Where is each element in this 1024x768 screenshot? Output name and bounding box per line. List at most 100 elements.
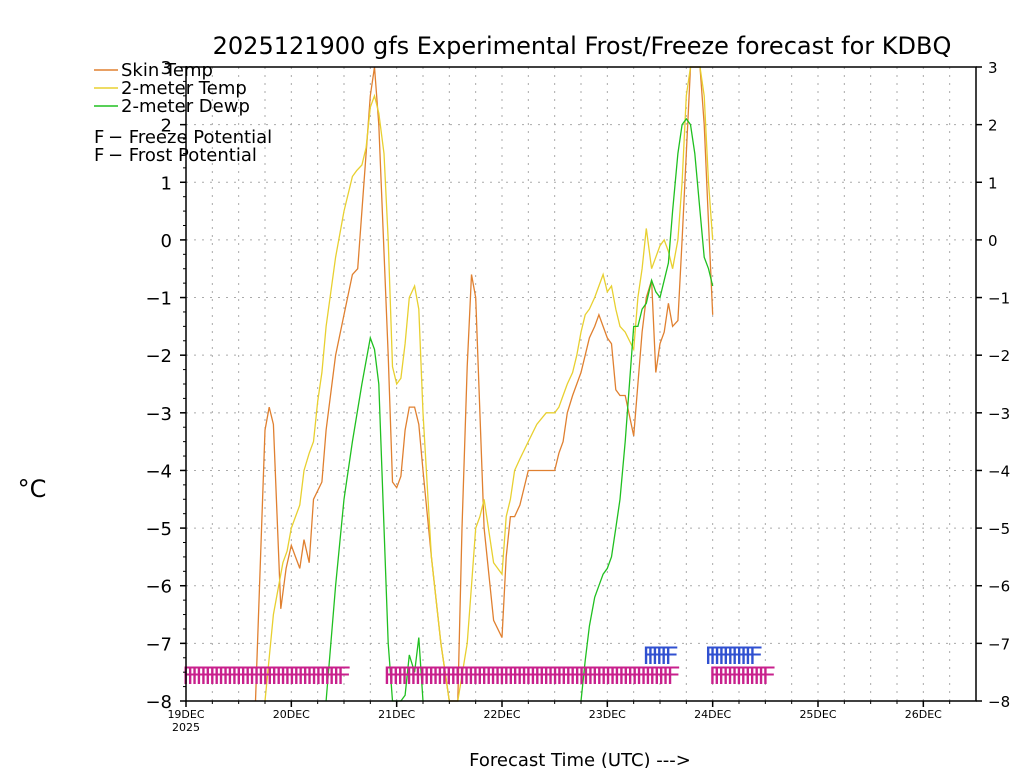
frost-potential-mark: F (655, 642, 669, 670)
freeze-potential-mark: F (292, 662, 306, 690)
frost-potential-mark: F (744, 642, 758, 670)
freeze-potential-mark: F (226, 662, 240, 690)
freeze-potential-mark: F (476, 662, 490, 690)
freeze-potential-mark: F (463, 662, 477, 690)
y-tick-label-right: 2 (988, 117, 998, 135)
freeze-potential-mark: F (275, 662, 289, 690)
freeze-potential-mark: F (396, 662, 410, 690)
freeze-potential-mark: F (270, 662, 284, 690)
y-tick-label-left: 1 (161, 173, 172, 194)
x-tick-label: 24DEC (694, 708, 731, 721)
freeze-potential-mark: F (640, 662, 654, 690)
plot-frame (185, 66, 977, 702)
freeze-potential-mark: F (392, 662, 406, 690)
freeze-potential-mark: F (573, 662, 587, 690)
frost-potential-mark: F (735, 642, 749, 670)
y-tick-label-left: −5 (145, 519, 172, 540)
grid-lines (186, 67, 976, 701)
freeze-potential-mark: F (666, 662, 680, 690)
x-tick-label: 21DEC (378, 708, 415, 721)
freeze-potential-mark: F (323, 662, 337, 690)
x-axis: 19DEC 20DEC 21DEC 22DEC 23DEC 24DEC 25DEC 26DEC… (167, 701, 951, 734)
legend-marker-symbol: F (94, 145, 104, 166)
frost-potential-mark: F (660, 642, 674, 670)
frost-potential-mark: F (722, 642, 736, 670)
frost-potential-mark: F (713, 642, 727, 670)
legend-marker-symbol: F (94, 127, 104, 148)
freeze-potential-mark: F (613, 662, 627, 690)
freeze-potential-mark: F (440, 662, 454, 690)
freeze-potential-mark: F (315, 662, 329, 690)
frost-potential-mark: F (664, 642, 678, 670)
legend-marker-label: − Frost Potential (108, 145, 257, 166)
freeze-potential-mark: F (332, 662, 346, 690)
freeze-potential-mark: F (726, 662, 740, 690)
y-tick-label-right: 3 (988, 59, 998, 77)
freeze-potential-mark: F (582, 662, 596, 690)
data-series (254, 66, 714, 702)
freeze-potential-mark: F (387, 662, 401, 690)
freeze-potential-mark: F (648, 662, 662, 690)
freeze-potential-mark: F (266, 662, 280, 690)
freeze-potential-mark: F (644, 662, 658, 690)
x-tick-label: 20DEC (273, 708, 310, 721)
freeze-potential-mark: F (520, 662, 534, 690)
frost-potential-mark: F (704, 642, 718, 670)
y-tick-label-left: −7 (145, 634, 172, 655)
y-tick-label-right: −1 (988, 290, 1010, 308)
y-tick-label-left: −1 (145, 289, 172, 310)
freeze-potential-mark: F (600, 662, 614, 690)
y-tick-label-left: −8 (145, 692, 172, 713)
freeze-potential-mark: F (284, 662, 298, 690)
freeze-potential-mark: F (467, 662, 481, 690)
x-tick-label: 22DEC (483, 708, 520, 721)
freeze-potential-mark: F (533, 662, 547, 690)
freeze-potential-mark: F (748, 662, 762, 690)
freeze-potential-mark: F (235, 662, 249, 690)
freeze-potential-mark: F (213, 662, 227, 690)
series-line-2-meter-dewp (580, 117, 714, 702)
freeze-potential-mark: F (244, 662, 258, 690)
freeze-potential-mark: F (657, 662, 671, 690)
freeze-potential-mark: F (609, 662, 623, 690)
freeze-potential-mark: F (542, 662, 556, 690)
y-tick-label-left: 0 (161, 231, 172, 252)
y-tick-label-left: −4 (145, 461, 172, 482)
freeze-potential-mark: F (328, 662, 342, 690)
freeze-potential-mark: F (762, 662, 776, 690)
freeze-potential-mark: F (662, 662, 676, 690)
legend-label: 2-meter Dewp (121, 96, 250, 117)
freeze-potential-mark: F (436, 662, 450, 690)
freeze-potential-mark: F (498, 662, 512, 690)
freeze-potential-mark: F (306, 662, 320, 690)
freeze-potential-mark: F (253, 662, 267, 690)
freeze-potential-mark: F (489, 662, 503, 690)
frost-potential-mark: F (651, 642, 665, 670)
freeze-potential-mark: F (617, 662, 631, 690)
freeze-potential-mark: F (569, 662, 583, 690)
y-tick-label-right: −4 (988, 462, 1010, 480)
frost-potential-mark: F (647, 642, 661, 670)
freeze-potential-mark: F (626, 662, 640, 690)
freeze-potential-mark: F (199, 662, 213, 690)
freeze-potential-mark: F (222, 662, 236, 690)
y-tick-label-left: 2 (161, 116, 172, 137)
freeze-potential-mark: F (631, 662, 645, 690)
freeze-potential-mark: F (414, 662, 428, 690)
freeze-potential-mark: F (257, 662, 271, 690)
freeze-potential-mark: F (186, 662, 200, 690)
series-line-2-meter-temp (264, 66, 714, 702)
freeze-potential-mark: F (753, 662, 767, 690)
freeze-potential-mark: F (423, 662, 437, 690)
y-tick-label-left: −2 (145, 346, 172, 367)
freeze-potential-mark: F (261, 662, 275, 690)
freeze-potential-mark: F (248, 662, 262, 690)
freeze-potential-mark: F (427, 662, 441, 690)
legend-marker-label: − Freeze Potential (108, 127, 272, 148)
freeze-potential-mark: F (418, 662, 432, 690)
freeze-potential-mark: F (494, 662, 508, 690)
freeze-potential-mark: F (297, 662, 311, 690)
freeze-potential-mark: F (301, 662, 315, 690)
y-tick-label-right: −3 (988, 405, 1010, 423)
